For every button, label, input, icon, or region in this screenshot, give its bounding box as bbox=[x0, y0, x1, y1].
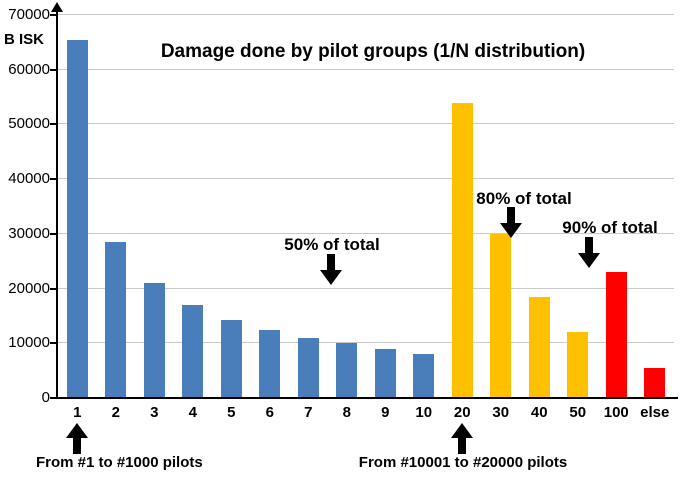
bar-slot bbox=[559, 15, 598, 398]
bar-slot bbox=[58, 15, 97, 398]
gridline bbox=[58, 123, 674, 125]
y-tick-mark bbox=[50, 397, 56, 399]
y-tick-mark bbox=[50, 178, 56, 181]
annotation-80pct: 80% of total bbox=[476, 189, 572, 208]
x-tick-label-5: 5 bbox=[227, 404, 236, 421]
bar-8 bbox=[336, 343, 358, 398]
y-tick-mark bbox=[50, 287, 56, 290]
y-tick-label: 50000 bbox=[8, 115, 50, 133]
y-tick-label: 60000 bbox=[8, 60, 50, 78]
bar-100 bbox=[605, 272, 627, 398]
y-axis-arrow-icon bbox=[51, 2, 63, 12]
x-tick-label-3: 3 bbox=[150, 404, 159, 421]
bar-slot bbox=[636, 15, 675, 398]
x-tick-label-1: 1 bbox=[73, 404, 82, 421]
y-tick-label: 20000 bbox=[8, 279, 50, 297]
y-tick-mark bbox=[50, 123, 56, 126]
x-tick-label-50: 50 bbox=[569, 404, 587, 421]
x-tick-label-40: 40 bbox=[530, 404, 548, 421]
x-tick-label-8: 8 bbox=[342, 404, 351, 421]
up-arrow-icon bbox=[66, 423, 88, 454]
bar-slot bbox=[597, 15, 636, 398]
x-tick-label-9: 9 bbox=[381, 404, 390, 421]
bar-slot bbox=[443, 15, 482, 398]
gridline bbox=[58, 178, 674, 180]
annotation-group1: From #1 to #1000 pilots bbox=[36, 454, 203, 471]
gridline bbox=[58, 14, 674, 15]
x-tick-label-7: 7 bbox=[304, 404, 313, 421]
bar-50 bbox=[567, 332, 589, 398]
y-tick-label: 70000 bbox=[8, 6, 50, 23]
x-tick-label-2: 2 bbox=[111, 404, 120, 421]
x-tick-label-100: 100 bbox=[603, 404, 629, 421]
x-tick-label-10: 10 bbox=[415, 404, 433, 421]
bar-slot bbox=[405, 15, 444, 398]
bar-30 bbox=[490, 233, 512, 398]
bar-20 bbox=[451, 102, 473, 398]
bar-slot bbox=[289, 15, 328, 398]
plot-area bbox=[58, 14, 675, 398]
y-axis-unit-label: B ISK bbox=[4, 31, 45, 48]
bar-9 bbox=[374, 348, 396, 398]
bar-slot bbox=[251, 15, 290, 398]
down-arrow-icon bbox=[578, 237, 600, 268]
bar-slot bbox=[212, 15, 251, 398]
y-tick-label: 10000 bbox=[8, 334, 50, 352]
y-tick-mark bbox=[50, 14, 56, 16]
gridline bbox=[58, 68, 674, 70]
gridline bbox=[58, 342, 674, 344]
bar-3 bbox=[143, 283, 165, 398]
y-axis-line bbox=[56, 10, 58, 398]
x-tick-label-else: else bbox=[640, 404, 670, 421]
annotation-90pct: 90% of total bbox=[562, 218, 658, 237]
bar-4 bbox=[182, 305, 204, 398]
y-tick-mark bbox=[50, 342, 56, 345]
bar-6 bbox=[259, 329, 281, 398]
gridline bbox=[58, 287, 674, 289]
x-tick-label-20: 20 bbox=[453, 404, 471, 421]
bar-slot bbox=[135, 15, 174, 398]
chart-title: Damage done by pilot groups (1/N distrib… bbox=[160, 41, 586, 62]
y-tick-mark bbox=[50, 232, 56, 235]
bar-else bbox=[644, 367, 666, 398]
x-tick-label-4: 4 bbox=[188, 404, 197, 421]
annotation-group20: From #10001 to #20000 pilots bbox=[358, 454, 568, 471]
bar-slot bbox=[328, 15, 367, 398]
bar-40 bbox=[528, 296, 550, 398]
bar-slot bbox=[97, 15, 136, 398]
y-tick-label: 0 bbox=[41, 389, 50, 406]
gridline bbox=[58, 232, 674, 234]
x-tick-label-30: 30 bbox=[492, 404, 510, 421]
y-tick-label: 40000 bbox=[8, 170, 50, 188]
bar-slot bbox=[366, 15, 405, 398]
bar-7 bbox=[297, 337, 319, 398]
bar-5 bbox=[220, 319, 242, 398]
x-tick-label-6: 6 bbox=[265, 404, 274, 421]
bar-slot bbox=[482, 15, 521, 398]
y-tick-label: 30000 bbox=[8, 224, 50, 242]
bar-slot bbox=[520, 15, 559, 398]
bar-1 bbox=[66, 39, 88, 398]
y-tick-mark bbox=[50, 68, 56, 71]
down-arrow-icon bbox=[500, 207, 522, 238]
annotation-50pct: 50% of total bbox=[284, 235, 380, 254]
up-arrow-icon bbox=[451, 423, 473, 454]
bar-10 bbox=[413, 354, 435, 398]
x-axis-line bbox=[55, 397, 678, 399]
bar-slot bbox=[174, 15, 213, 398]
bar-2 bbox=[105, 242, 127, 398]
x-axis-labels: 1 2 3 4 5 6 7 8 9 10 20 30 40 50 100 else bbox=[58, 404, 674, 421]
down-arrow-icon bbox=[320, 254, 342, 285]
